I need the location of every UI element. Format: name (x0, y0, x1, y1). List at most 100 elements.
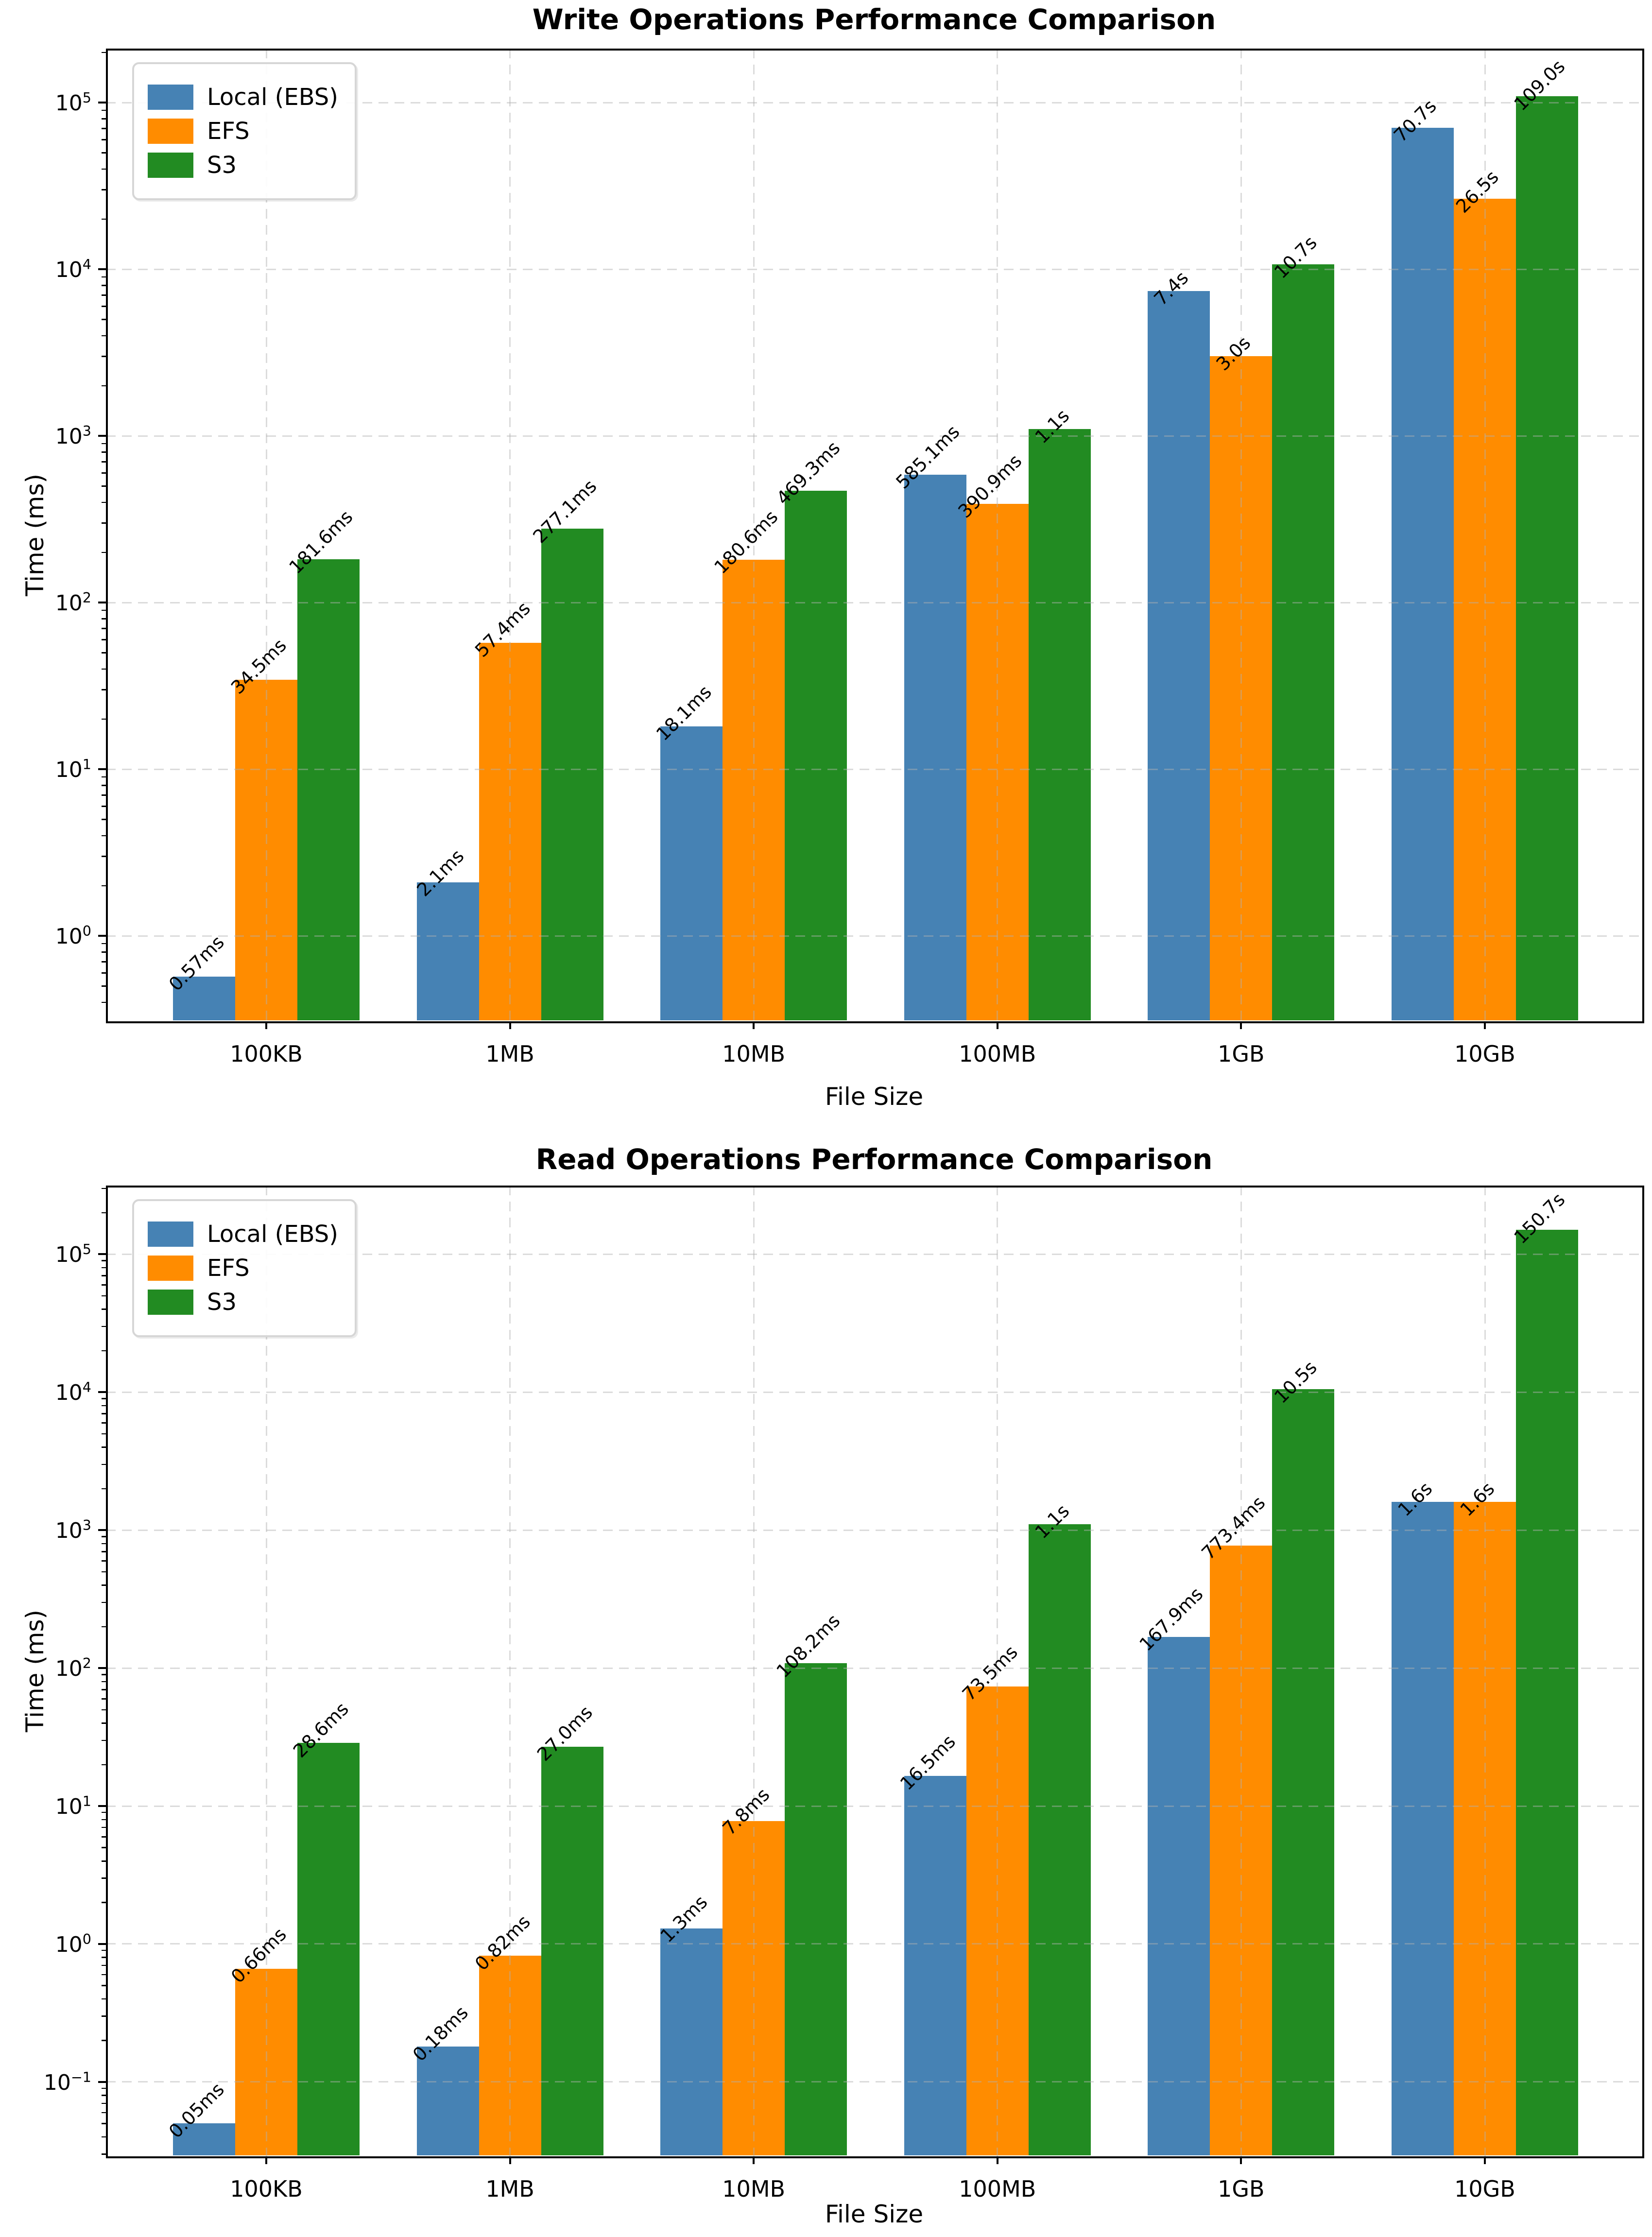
bar-local-ebs--1gb (1148, 1637, 1210, 2155)
x-tick-mark (265, 2156, 267, 2164)
legend-label: S3 (207, 152, 237, 179)
legend-entry-efs: EFS (148, 1255, 338, 1282)
y-minor-tick-mark (102, 856, 106, 857)
y-minor-tick-mark (102, 885, 106, 887)
x-tick-mark (1240, 1021, 1242, 1029)
bar-efs-10mb (723, 560, 785, 1020)
y-minor-tick-mark (102, 718, 106, 720)
legend-swatch (148, 153, 193, 178)
bar-efs-100kb (235, 1969, 297, 2155)
x-tick-mark (753, 1021, 755, 1029)
y-minor-tick-mark (102, 1836, 106, 1838)
y-minor-tick-mark (102, 1543, 106, 1545)
y-minor-tick-mark (102, 985, 106, 987)
y-minor-tick-mark (102, 2095, 106, 2096)
y-minor-tick-mark (102, 639, 106, 640)
y-minor-tick-mark (102, 785, 106, 786)
y-minor-tick-mark (102, 1739, 106, 1741)
y-gridline-10e5 (106, 102, 1644, 103)
bar-s3-10gb (1516, 96, 1578, 1020)
x-gridline-100mb (997, 49, 998, 1021)
y-minor-tick-mark (102, 168, 106, 170)
x-tick-mark (996, 1021, 998, 1029)
x-gridline-1mb (509, 49, 511, 1021)
x-tick-label-100kb: 100KB (230, 2176, 303, 2202)
bar-local-ebs--100mb (904, 474, 966, 1020)
x-tick-mark (509, 1021, 511, 1029)
y-minor-tick-mark (102, 1398, 106, 1399)
bar-local-ebs--1mb (416, 2047, 479, 2155)
y-tick-mark (98, 1529, 106, 1531)
x-gridline-10gb (1484, 1186, 1486, 2156)
y-gridline-10e5 (106, 1253, 1644, 1255)
bar-efs-1gb (1210, 1545, 1273, 2155)
bar-s3-100kb (297, 1743, 360, 2155)
y-tick-mark (98, 1667, 106, 1669)
y-minor-tick-mark (102, 1819, 106, 1821)
y-minor-tick-mark (102, 2136, 106, 2138)
y-minor-tick-mark (102, 689, 106, 690)
y-tick-label: 102 (55, 1655, 91, 1681)
bar-s3-100mb (1028, 1524, 1091, 2155)
y-minor-tick-mark (102, 1674, 106, 1675)
y-tick-label: 102 (55, 589, 91, 616)
y-minor-tick-mark (102, 52, 106, 53)
legend-swatch (148, 1222, 193, 1247)
y-minor-tick-mark (102, 461, 106, 463)
legend-entry-s3: S3 (148, 1289, 338, 1316)
y-minor-tick-mark (102, 943, 106, 945)
y-minor-tick-mark (102, 1325, 106, 1327)
y-minor-tick-mark (102, 485, 106, 487)
legend-label: Local (EBS) (207, 84, 338, 111)
y-tick-label: 100 (55, 923, 91, 949)
y-tick-mark (98, 1805, 106, 1807)
y-minor-tick-mark (102, 1974, 106, 1976)
x-tick-mark (996, 2156, 998, 2164)
y-minor-tick-mark (102, 356, 106, 357)
x-gridline-1gb (1240, 1186, 1242, 2156)
y-minor-tick-mark (102, 618, 106, 619)
y-minor-tick-mark (102, 1446, 106, 1448)
bar-local-ebs--1mb (416, 882, 479, 1020)
x-tick-mark (1484, 2156, 1486, 2164)
y-minor-tick-mark (102, 1957, 106, 1958)
legend-label: Local (EBS) (207, 1221, 338, 1248)
read-chart-title: Read Operations Performance Comparison (535, 1143, 1213, 1176)
bar-s3-1mb (541, 529, 603, 1020)
x-gridline-10mb (753, 1186, 755, 2156)
y-minor-tick-mark (102, 1722, 106, 1724)
y-gridline-10e0 (106, 935, 1644, 937)
bar-s3-1mb (541, 1746, 603, 2155)
y-minor-tick-mark (102, 139, 106, 140)
read-x-axis-label: File Size (825, 2200, 924, 2228)
x-tick-label-1mb: 1MB (485, 1041, 534, 1067)
y-minor-tick-mark (102, 522, 106, 524)
x-tick-label-1gb: 1GB (1218, 2176, 1265, 2202)
y-gridline-10e0 (106, 1943, 1644, 1945)
bar-s3-10gb (1516, 1229, 1578, 2155)
y-minor-tick-mark (102, 972, 106, 974)
y-minor-tick-mark (102, 189, 106, 190)
bar-efs-100mb (966, 1686, 1029, 2155)
legend-entry-efs: EFS (148, 118, 338, 145)
y-minor-tick-mark (102, 2123, 106, 2124)
y-minor-tick-mark (102, 1560, 106, 1562)
y-tick-label: 105 (55, 1241, 91, 1267)
x-tick-mark (509, 2156, 511, 2164)
x-gridline-10gb (1484, 49, 1486, 1021)
y-minor-tick-mark (102, 1626, 106, 1628)
y-minor-tick-mark (102, 218, 106, 220)
x-tick-label-1gb: 1GB (1218, 1041, 1265, 1067)
x-gridline-1mb (509, 1186, 511, 2156)
y-tick-mark (98, 102, 106, 104)
y-minor-tick-mark (102, 152, 106, 154)
x-tick-mark (753, 2156, 755, 2164)
y-minor-tick-mark (102, 961, 106, 963)
bar-local-ebs--10gb (1392, 127, 1454, 1020)
y-gridline-10e3 (106, 435, 1644, 437)
bar-local-ebs--10mb (660, 1928, 723, 2155)
y-tick-label: 103 (55, 423, 91, 449)
x-tick-mark (265, 1021, 267, 1029)
y-minor-tick-mark (102, 1422, 106, 1424)
x-gridline-100kb (265, 49, 267, 1021)
